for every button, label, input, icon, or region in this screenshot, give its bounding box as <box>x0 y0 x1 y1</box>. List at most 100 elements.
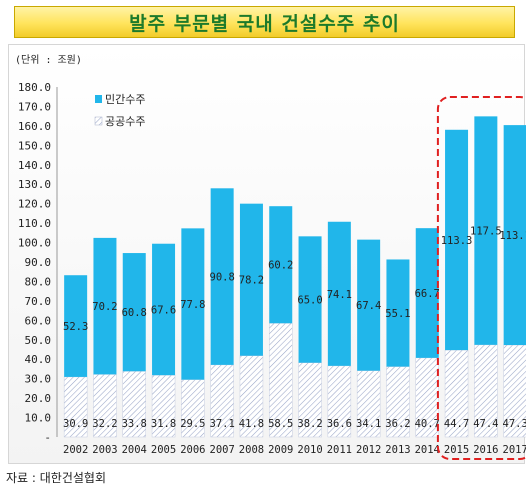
bar-private <box>357 239 381 371</box>
x-tick-label: 2015 <box>444 444 469 456</box>
x-tick-label: 2006 <box>180 444 205 456</box>
value-label-public: 33.8 <box>122 418 147 430</box>
legend-label-private: 민간수주 <box>105 93 145 106</box>
bar-private <box>386 259 410 367</box>
bar-private <box>474 116 498 345</box>
bar-private <box>239 203 263 356</box>
bar-private <box>445 129 469 351</box>
value-label-public: 29.5 <box>180 418 205 430</box>
value-label-private: 65.0 <box>297 295 322 307</box>
bar-private <box>93 237 117 375</box>
value-label-private: 78.2 <box>239 275 264 287</box>
x-tick-label: 2013 <box>385 444 410 456</box>
bar-private <box>503 125 526 346</box>
chart-svg: (단위 : 조원) - 10.0 20.0 30.0 40.0 50.0 60.0 70.0 80… <box>15 53 526 460</box>
y-axis: (단위 : 조원) - 10.0 20.0 30.0 40.0 50.0 60.0 70.0 80… <box>15 53 82 444</box>
value-label-private: 77.8 <box>180 299 205 311</box>
bar-private <box>122 253 146 372</box>
value-label-private: 67.4 <box>356 300 381 312</box>
value-label-public: 31.8 <box>151 418 176 430</box>
y-tick-label: 90.0 <box>25 256 52 269</box>
value-label-public: 38.2 <box>297 418 322 430</box>
value-label-private: 60.2 <box>268 260 293 272</box>
x-tick-label: 2003 <box>92 444 117 456</box>
unit-label: (단위 : 조원) <box>15 53 82 66</box>
bar-private <box>181 228 205 380</box>
chart-panel: (단위 : 조원) - 10.0 20.0 30.0 40.0 50.0 60.0 70.0 80… <box>8 44 526 464</box>
value-label-private: 113.1 <box>499 230 526 242</box>
value-label-public: 47.3 <box>503 418 526 430</box>
value-label-public: 47.4 <box>473 418 498 430</box>
bar-public <box>327 365 352 438</box>
y-tick-label: 20.0 <box>25 392 52 405</box>
bars-layer <box>63 116 526 438</box>
y-tick-label: 150.0 <box>18 139 51 152</box>
legend-label-public: 공공수주 <box>105 115 145 128</box>
y-tick-label: 70.0 <box>25 295 52 308</box>
value-label-private: 66.7 <box>415 288 440 300</box>
value-label-private: 55.1 <box>385 308 410 320</box>
x-tick-label: 2009 <box>268 444 293 456</box>
y-tick-label: 180.0 <box>18 81 51 94</box>
y-tick-label: 30.0 <box>25 373 52 386</box>
bar-private <box>298 236 322 363</box>
legend-swatch-public <box>94 116 103 126</box>
value-label-private: 60.8 <box>122 307 147 319</box>
x-tick-label: 2010 <box>297 444 322 456</box>
value-label-private: 117.5 <box>470 226 502 238</box>
value-label-public: 44.7 <box>444 418 469 430</box>
y-tick-label: 80.0 <box>25 275 52 288</box>
source-note: 자료 : 대한건설협회 <box>6 471 106 485</box>
x-tick-label: 2017 <box>503 444 526 456</box>
legend-swatch-private <box>95 95 102 103</box>
x-tick-label: 2016 <box>473 444 498 456</box>
page-title: 발주 부문별 국내 건설수주 추이 <box>129 12 400 35</box>
value-label-private: 74.1 <box>327 289 352 301</box>
y-tick-label: - <box>44 431 51 444</box>
value-label-private: 90.8 <box>210 272 235 284</box>
highlight-box <box>436 96 526 460</box>
value-label-public: 58.5 <box>268 418 293 430</box>
bar-private <box>269 206 293 324</box>
value-label-public: 30.9 <box>63 418 88 430</box>
y-tick-label: 130.0 <box>18 178 51 191</box>
value-label-public: 37.1 <box>210 418 235 430</box>
value-label-private: 70.2 <box>92 301 117 313</box>
x-tick-label: 2008 <box>239 444 264 456</box>
y-tick-label: 120.0 <box>18 198 51 211</box>
y-tick-label: 100.0 <box>18 237 51 250</box>
value-label-public: 41.8 <box>239 418 264 430</box>
x-tick-label: 2012 <box>356 444 381 456</box>
bar-private <box>210 188 234 365</box>
x-tick-label: 2004 <box>122 444 147 456</box>
y-tick-label: 170.0 <box>18 100 51 113</box>
y-tick-label: 40.0 <box>25 353 52 366</box>
value-label-private: 67.6 <box>151 304 176 316</box>
x-tick-label: 2011 <box>327 444 352 456</box>
value-label-private: 52.3 <box>63 321 88 333</box>
bar-private <box>327 221 351 366</box>
y-tick-label: 110.0 <box>18 217 51 230</box>
title-banner: 발주 부문별 국내 건설수주 추이 <box>14 6 515 38</box>
y-tick-label: 60.0 <box>25 314 52 327</box>
value-label-private: 113.3 <box>441 235 473 247</box>
x-tick-label: 2007 <box>210 444 235 456</box>
value-label-public: 34.1 <box>356 418 381 430</box>
x-tick-label: 2005 <box>151 444 176 456</box>
labels-layer: 30.9 52.3 2002 32.2 70.2 2003 33.8 60.8 2004 31.8… <box>63 226 526 456</box>
x-tick-label: 2014 <box>415 444 440 456</box>
y-tick-label: 140.0 <box>18 159 51 172</box>
y-tick-label: 10.0 <box>25 412 52 425</box>
value-label-public: 36.6 <box>327 418 352 430</box>
value-label-public: 32.2 <box>92 418 117 430</box>
bar-private <box>152 243 176 376</box>
highlight-layer <box>436 96 526 460</box>
bar-private <box>415 228 439 358</box>
value-label-public: 40.7 <box>415 418 440 430</box>
x-tick-label: 2002 <box>63 444 88 456</box>
bar-private <box>64 275 88 377</box>
y-tick-label: 160.0 <box>18 120 51 133</box>
y-tick-label: 50.0 <box>25 334 52 347</box>
